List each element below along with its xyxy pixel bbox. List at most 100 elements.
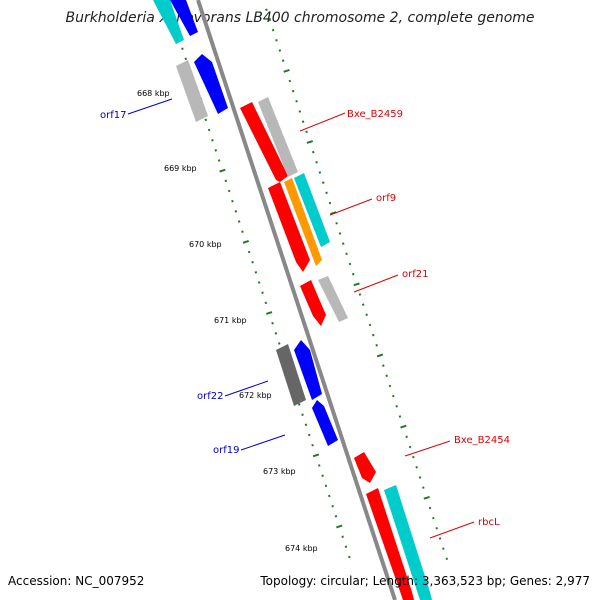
gene-orf19[interactable] — [312, 400, 338, 446]
gene-orf21[interactable] — [300, 276, 348, 326]
minor-tick — [315, 161, 318, 164]
minor-tick — [271, 28, 275, 32]
scale-label: 672 kbp — [239, 391, 272, 400]
gene-orf17[interactable] — [176, 54, 228, 122]
major-tick — [376, 353, 384, 358]
label-bxe-b2459[interactable]: Bxe_B2459 — [347, 109, 403, 120]
minor-tick — [274, 332, 278, 335]
label-orf9[interactable]: orf9 — [376, 193, 396, 204]
genome-stats-text: Topology: circular; Length: 3,363,523 bp… — [260, 574, 590, 588]
minor-tick — [214, 149, 218, 152]
minor-tick — [432, 516, 435, 520]
minor-tick — [371, 333, 375, 337]
scale-labels: 668 kbp 669 kbp 670 kbp 671 kbp 672 kbp … — [137, 89, 318, 553]
minor-tick — [297, 403, 301, 406]
minor-tick — [301, 120, 305, 123]
minor-tick — [428, 506, 432, 510]
label-connector — [240, 434, 286, 451]
label-orf17[interactable]: orf17 — [100, 110, 126, 121]
scale-label: 669 kbp — [164, 164, 197, 173]
minor-tick — [445, 557, 449, 561]
minor-tick — [341, 535, 344, 538]
minor-tick — [351, 272, 355, 276]
minor-tick — [304, 423, 308, 427]
minor-tick — [321, 181, 325, 184]
minor-tick — [277, 342, 281, 345]
minor-tick — [207, 128, 211, 132]
minor-tick — [435, 527, 439, 530]
minor-tick — [305, 130, 308, 134]
gene-bxe-b2459[interactable] — [240, 97, 298, 182]
minor-tick — [227, 189, 231, 193]
minor-tick — [375, 344, 378, 347]
label-bxe-b2454[interactable]: Bxe_B2454 — [454, 435, 510, 446]
minor-tick — [345, 252, 348, 256]
minor-tick — [412, 455, 415, 459]
label-orf21[interactable]: orf21 — [402, 269, 428, 280]
minor-tick — [335, 222, 338, 225]
label-orf19[interactable]: orf19 — [213, 445, 239, 456]
scale-label: 671 kbp — [214, 316, 247, 325]
minor-tick — [231, 199, 234, 203]
minor-tick — [408, 445, 412, 449]
minor-tick — [251, 260, 254, 264]
minor-tick — [348, 262, 352, 266]
label-connector — [429, 521, 475, 539]
gene-orf9[interactable] — [268, 173, 330, 272]
major-tick — [400, 424, 407, 429]
minor-tick — [224, 179, 228, 183]
gene-rbcl[interactable] — [366, 485, 432, 600]
label-connector — [224, 380, 269, 397]
minor-tick — [388, 384, 392, 388]
label-connector — [299, 112, 346, 132]
minor-tick — [217, 159, 221, 162]
minor-tick — [348, 555, 351, 559]
major-tick — [336, 524, 343, 529]
minor-tick — [398, 415, 402, 418]
gene-orf22[interactable] — [276, 340, 322, 406]
major-tick — [265, 311, 273, 315]
minor-tick — [341, 242, 345, 245]
scale-label: 674 kbp — [285, 544, 318, 553]
reverse-features — [153, 0, 338, 446]
scale-label: 670 kbp — [189, 240, 222, 249]
minor-tick — [338, 232, 342, 235]
label-rbcl[interactable]: rbcL — [478, 517, 500, 528]
minor-tick — [418, 476, 422, 479]
minor-tick — [327, 494, 331, 498]
minor-tick — [328, 201, 332, 205]
minor-tick — [395, 405, 398, 408]
minor-tick — [438, 537, 442, 540]
minor-tick — [278, 49, 282, 52]
minor-tick — [271, 321, 274, 325]
minor-tick — [405, 435, 408, 439]
minor-tick — [204, 118, 208, 122]
label-orf22[interactable]: orf22 — [197, 391, 223, 402]
minor-tick — [392, 394, 395, 398]
minor-tick — [382, 364, 385, 367]
minor-tick — [291, 89, 295, 93]
scale-label: 673 kbp — [263, 467, 296, 476]
minor-tick — [415, 466, 418, 469]
minor-tick — [301, 413, 304, 416]
minor-tick — [331, 504, 334, 508]
minor-tick — [247, 250, 251, 254]
forward-features — [240, 97, 432, 600]
minor-tick — [241, 230, 244, 233]
major-tick — [306, 140, 314, 144]
minor-tick — [265, 8, 268, 12]
minor-tick — [211, 138, 214, 142]
minor-tick — [234, 210, 238, 213]
minor-tick — [298, 110, 302, 113]
minor-tick — [361, 303, 365, 306]
gene-top-partial[interactable] — [153, 0, 198, 44]
forward-gene-labels: Bxe_B2459 orf9 orf21 Bxe_B2454 rbcL — [299, 109, 510, 539]
minor-tick — [324, 484, 328, 488]
gene-bxe-b2454[interactable] — [354, 452, 376, 483]
minor-tick — [261, 291, 264, 294]
reverse-gene-labels: orf17 orf22 orf19 — [100, 98, 286, 456]
label-connector — [127, 98, 173, 115]
minor-tick — [268, 18, 272, 22]
scale-label: 668 kbp — [137, 89, 170, 98]
